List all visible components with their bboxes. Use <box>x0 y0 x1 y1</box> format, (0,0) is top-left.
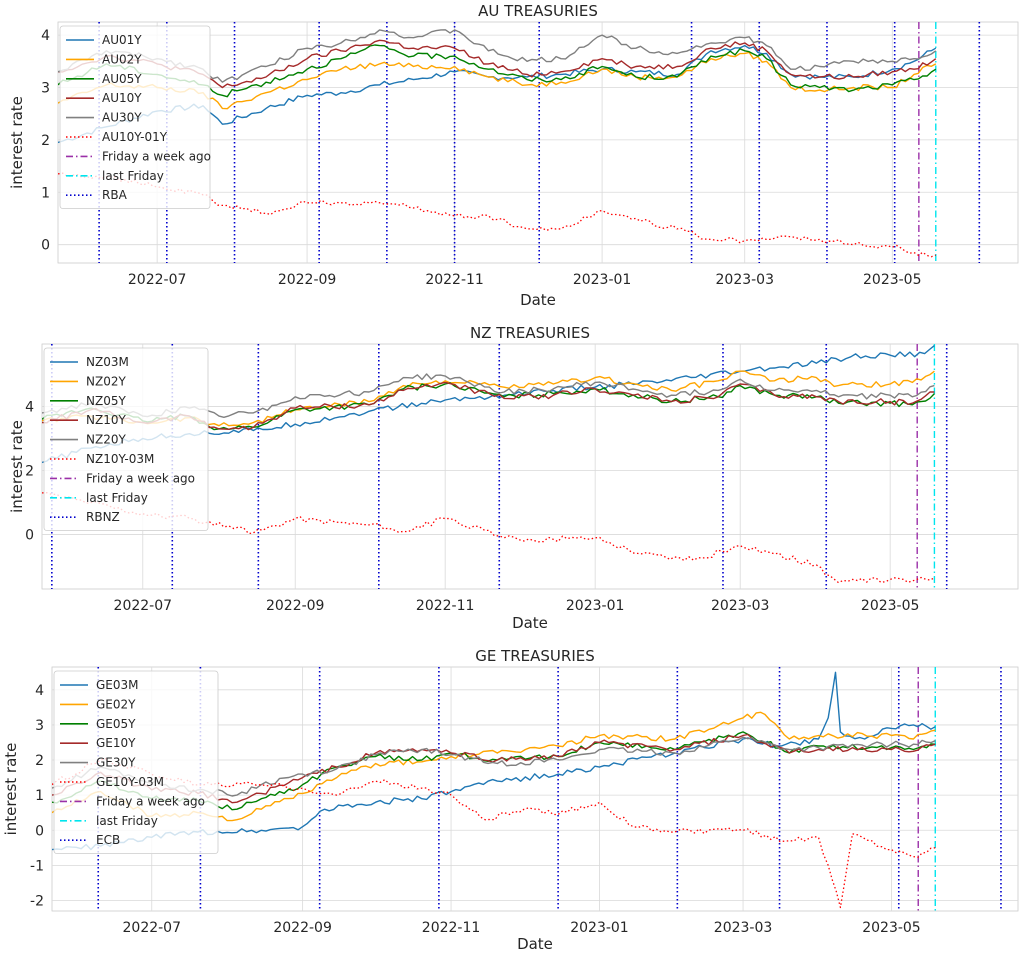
legend: NZ03M NZ02Y NZ05Y NZ10Y NZ20Y NZ10Y-03M Friday… <box>43 347 209 532</box>
y-tick-label: 2 <box>35 753 44 769</box>
y-axis-label: interest rate <box>2 743 20 836</box>
legend-label: Friday a week ago <box>96 794 205 808</box>
x-tick-label: 2023-05 <box>861 598 920 614</box>
y-axis-label: interest rate <box>8 420 26 513</box>
chart-panel-1: 2022-07 2022-09 2022-11 2023-01 2023-03 2023-… <box>8 2 1019 309</box>
legend-box <box>43 347 209 532</box>
x-tick-label: 2023-01 <box>570 920 629 936</box>
legend-label: AU30Y <box>102 111 142 125</box>
x-tick-label: 2023-05 <box>862 920 921 936</box>
y-tick-label: 1 <box>41 185 50 201</box>
chart-title: GE TREASURIES <box>475 647 595 665</box>
legend-label: NZ20Y <box>86 433 126 447</box>
legend-label: RBA <box>102 188 128 202</box>
legend-label: AU05Y <box>102 72 142 86</box>
x-tick-label: 2022-11 <box>425 272 484 288</box>
legend-label: AU02Y <box>102 52 142 66</box>
legend-label: NZ10Y <box>86 413 126 427</box>
legend-label: GE02Y <box>96 697 136 711</box>
x-tick-label: 2022-11 <box>422 920 481 936</box>
y-tick-label: 3 <box>41 80 50 96</box>
legend-label: RBNZ <box>86 510 120 524</box>
chart-panel-2: 2022-07 2022-09 2022-11 2023-01 2023-03 2023-… <box>8 324 1019 632</box>
y-axis-label: interest rate <box>8 96 26 189</box>
x-tick-label: 2022-09 <box>273 920 332 936</box>
legend-label: last Friday <box>86 491 148 505</box>
x-tick-label: 2022-09 <box>266 598 325 614</box>
y-tick-label: 4 <box>41 28 50 44</box>
x-tick-label: 2023-03 <box>714 920 773 936</box>
legend-box <box>53 670 219 855</box>
x-tick-label: 2022-07 <box>114 598 173 614</box>
legend-label: AU10Y <box>102 91 142 105</box>
legend-box <box>59 25 211 210</box>
legend-label: GE10Y-03M <box>96 775 164 789</box>
x-tick-label: 2023-03 <box>711 598 770 614</box>
y-tick-label: -1 <box>30 858 44 874</box>
x-tick-label: 2023-01 <box>566 598 625 614</box>
y-tick-label: -2 <box>30 893 44 909</box>
chart-title: AU TREASURIES <box>478 2 598 20</box>
legend-label: last Friday <box>96 814 158 828</box>
x-tick-label: 2022-09 <box>278 272 337 288</box>
legend-label: Friday a week ago <box>102 149 211 163</box>
legend-label: NZ10Y-03M <box>86 452 154 466</box>
legend: AU01Y AU02Y AU05Y AU10Y AU30Y AU10Y-01Y Friday… <box>59 25 211 210</box>
y-tick-label: 2 <box>41 133 50 149</box>
legend: GE03M GE02Y GE05Y GE10Y GE30Y GE10Y-03M Friday… <box>53 670 219 855</box>
legend-label: GE03M <box>96 678 139 692</box>
legend-label: GE05Y <box>96 717 136 731</box>
legend-label: GE10Y <box>96 736 136 750</box>
y-tick-label: 0 <box>25 528 34 544</box>
x-tick-label: 2023-05 <box>863 272 922 288</box>
y-tick-label: 2 <box>25 464 34 480</box>
legend-label: AU01Y <box>102 33 142 47</box>
y-tick-label: 0 <box>35 823 44 839</box>
chart-panel-3: 2022-07 2022-09 2022-11 2023-01 2023-03 2023-… <box>2 647 1019 953</box>
x-axis-label: Date <box>512 614 548 632</box>
legend-label: GE30Y <box>96 756 136 770</box>
x-axis-label: Date <box>520 291 556 309</box>
x-axis-label: Date <box>517 935 553 953</box>
legend-label: last Friday <box>102 169 164 183</box>
y-tick-label: 0 <box>41 238 50 254</box>
x-tick-label: 2023-01 <box>573 272 632 288</box>
chart-title: NZ TREASURIES <box>470 324 590 342</box>
legend-label: ECB <box>96 833 120 847</box>
x-tick-label: 2023-03 <box>716 272 775 288</box>
legend-label: NZ03M <box>86 355 129 369</box>
y-tick-label: 4 <box>25 399 34 415</box>
legend-label: NZ02Y <box>86 374 126 388</box>
y-tick-label: 1 <box>35 788 44 804</box>
x-tick-label: 2022-07 <box>128 272 187 288</box>
legend-label: AU10Y-01Y <box>102 130 168 144</box>
legend-label: Friday a week ago <box>86 471 195 485</box>
x-tick-label: 2022-07 <box>123 920 182 936</box>
legend-label: NZ05Y <box>86 394 126 408</box>
y-tick-label: 3 <box>35 718 44 734</box>
x-tick-label: 2022-11 <box>416 598 475 614</box>
y-tick-label: 4 <box>35 683 44 699</box>
